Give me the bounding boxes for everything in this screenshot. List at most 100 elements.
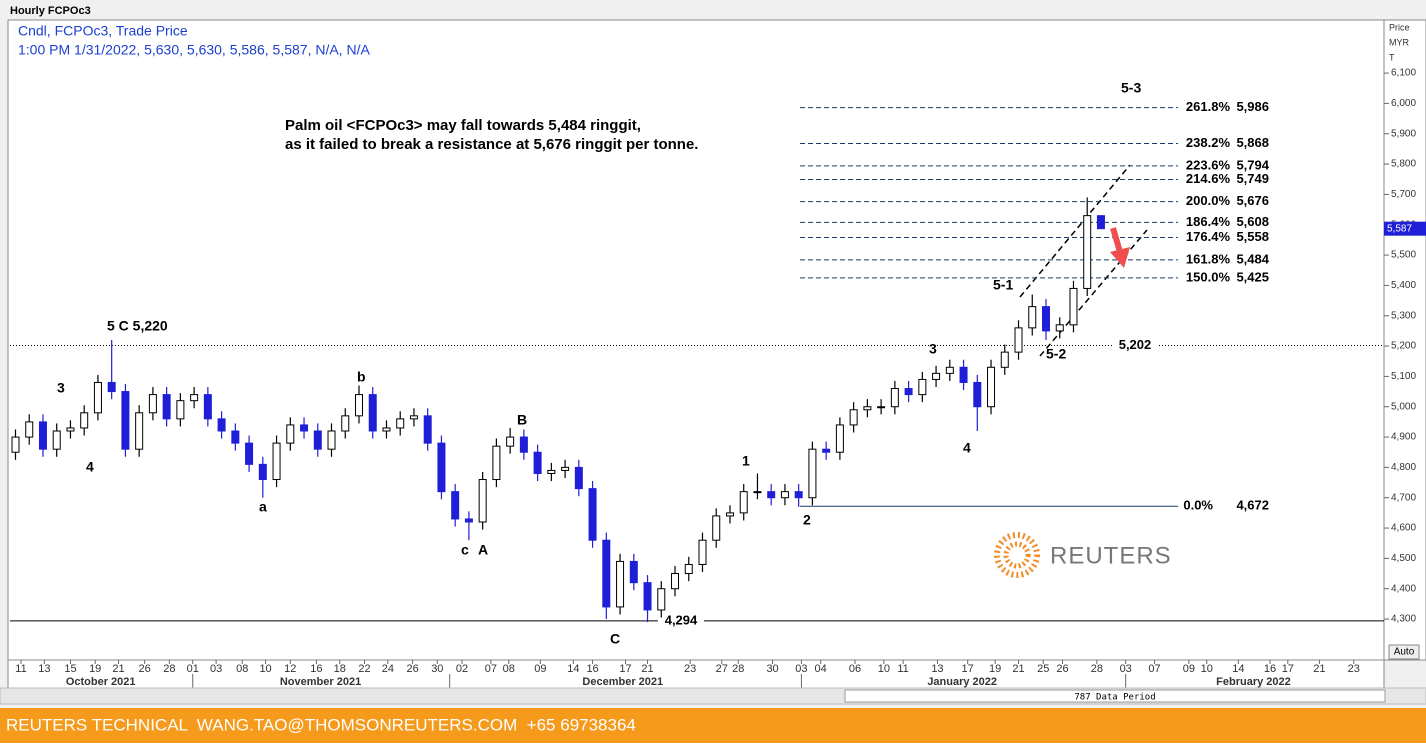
auto-button[interactable] [1388, 644, 1420, 660]
candle-body [38, 421, 47, 450]
label-bg [658, 612, 704, 629]
candle-body [190, 394, 199, 402]
candle-body [217, 418, 226, 432]
x-tick-label: 09 [1183, 663, 1195, 675]
scroll-thumb[interactable] [844, 689, 1386, 703]
candle-body [80, 412, 89, 429]
fib-label: 5,484 [1236, 251, 1269, 266]
candle-body [643, 582, 652, 611]
y-tick-label: 4,500 [1391, 553, 1416, 564]
y-tick-label: 5,300 [1391, 310, 1416, 321]
auto-button-label[interactable]: Auto [1394, 647, 1415, 658]
candle-body [987, 366, 996, 408]
candle-body [780, 491, 789, 499]
candle-body [66, 427, 75, 432]
candle-body [904, 388, 913, 396]
x-tick-label: 25 [1037, 663, 1049, 675]
fib-pct: 238.2% [1186, 135, 1231, 150]
candle-body [753, 491, 762, 494]
line-label: 5,202 [1119, 337, 1152, 352]
x-tick-label: 07 [1148, 663, 1160, 675]
x-tick-label: 26 [406, 663, 418, 675]
wave-label: 4 [963, 440, 971, 456]
label-bg [1178, 172, 1272, 187]
wave-label: c [461, 542, 469, 558]
x-tick-label: 03 [1120, 663, 1132, 675]
fib-pct: 214.6% [1186, 171, 1231, 186]
candle-body [1096, 215, 1105, 230]
month-label: February 2022 [1216, 676, 1291, 688]
candle-body [1000, 351, 1009, 368]
candle-body [973, 381, 982, 408]
fib-label: 5,868 [1236, 135, 1269, 150]
x-tick-label: 09 [534, 663, 546, 675]
x-tick-label: 03 [210, 663, 222, 675]
y-tick-label: 5,500 [1391, 250, 1416, 261]
x-tick-label: 21 [112, 663, 124, 675]
x-tick-label: 30 [766, 663, 778, 675]
candle-body [1083, 215, 1092, 289]
candle-body [588, 488, 597, 541]
candle-body [162, 394, 171, 420]
fib-pct: 200.0% [1186, 193, 1231, 208]
label-bg [1178, 230, 1272, 245]
x-tick-label: 21 [1012, 663, 1024, 675]
wave-label: A [478, 542, 488, 558]
candle-body [725, 512, 734, 517]
candle-body [121, 391, 130, 450]
label-bg [1178, 158, 1272, 173]
candle-body [629, 560, 638, 584]
candle-body [382, 427, 391, 432]
x-tick-label: 02 [456, 663, 468, 675]
candle-body [11, 436, 20, 453]
y-tick-label: 5,200 [1391, 341, 1416, 352]
x-tick-label: 13 [931, 663, 943, 675]
wave-label: b [357, 369, 366, 385]
label-bg [1178, 136, 1272, 151]
x-tick-label: 17 [619, 663, 631, 675]
wave-label: 5 C 5,220 [107, 318, 168, 334]
x-tick-label: 06 [849, 663, 861, 675]
x-tick-label: 19 [989, 663, 1001, 675]
candle-body [327, 430, 336, 450]
x-tick-label: 12 [284, 663, 296, 675]
candle-body [231, 430, 240, 444]
candle-body [1028, 306, 1037, 329]
wave-label: 5-2 [1046, 346, 1066, 362]
candle-body [258, 463, 267, 481]
x-tick-label: 26 [139, 663, 151, 675]
x-tick-label: 07 [485, 663, 497, 675]
label-bg [1112, 337, 1158, 354]
x-tick-label: 14 [1232, 663, 1244, 675]
candle-body [245, 442, 254, 465]
x-tick-label: 24 [382, 663, 394, 675]
fib-label: 5,794 [1236, 157, 1269, 172]
x-tick-label: 17 [1282, 663, 1294, 675]
candle-body [602, 539, 611, 608]
x-tick-label: 21 [641, 663, 653, 675]
wave-label: C [610, 631, 620, 647]
candle-body [1041, 306, 1050, 332]
x-tick-label: 19 [89, 663, 101, 675]
y-tick-label: 5,100 [1391, 371, 1416, 382]
month-label: December 2021 [582, 676, 663, 688]
month-label: November 2021 [280, 676, 361, 688]
y-tick-label: 4,900 [1391, 432, 1416, 443]
candle-body [409, 415, 418, 420]
plot-area [7, 19, 1385, 661]
candle-body [203, 394, 212, 420]
x-tick-label: 03 [795, 663, 807, 675]
fib-label: 5,608 [1236, 214, 1269, 229]
candle-body [368, 394, 377, 432]
candle-body [671, 573, 680, 590]
candle-body [561, 466, 570, 471]
channel-line [1039, 229, 1148, 357]
y-tick-label: 4,800 [1391, 462, 1416, 473]
wave-label: 1 [742, 453, 750, 469]
axis-title: T [1389, 52, 1395, 62]
legend-line: Cndl, FCPOc3, Trade Price [18, 23, 188, 39]
y-tick-label: 4,300 [1391, 614, 1416, 625]
reuters-logo: REUTERS [992, 522, 1171, 586]
x-tick-label: 22 [358, 663, 370, 675]
x-tick-label: 14 [567, 663, 579, 675]
